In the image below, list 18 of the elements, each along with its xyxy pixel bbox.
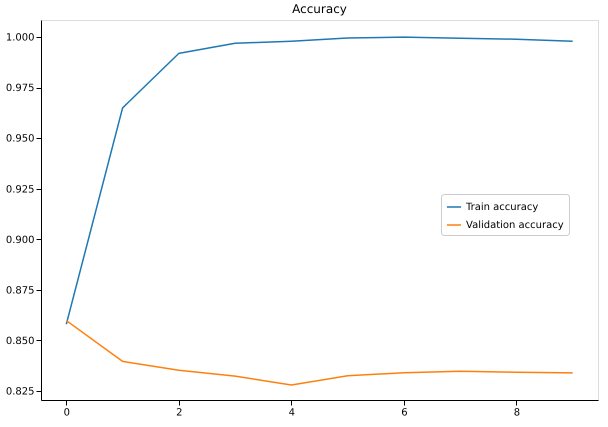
y-tick-label: 0.850 [6,336,34,347]
y-tick-label: 0.975 [6,83,34,94]
x-tick-label: 0 [64,408,70,418]
legend-label: Train accuracy [465,202,538,213]
legend-label: Validation accuracy [466,220,564,231]
x-tick-label: 6 [401,408,408,418]
x-tick-label: 8 [514,408,520,418]
line-series [66,320,574,386]
x-tick-label: 4 [288,408,296,418]
y-tick-label: 0.950 [6,134,34,145]
y-tick-label: 1.000 [6,32,34,44]
chart-title: Accuracy [292,2,347,16]
y-tick-label: 0.900 [6,234,34,246]
y-tick-label: 0.875 [6,285,34,296]
y-tick-label: 0.925 [6,184,34,196]
line-series [66,36,574,325]
y-tick-label: 0.825 [6,386,34,398]
x-tick-label: 2 [176,408,183,418]
